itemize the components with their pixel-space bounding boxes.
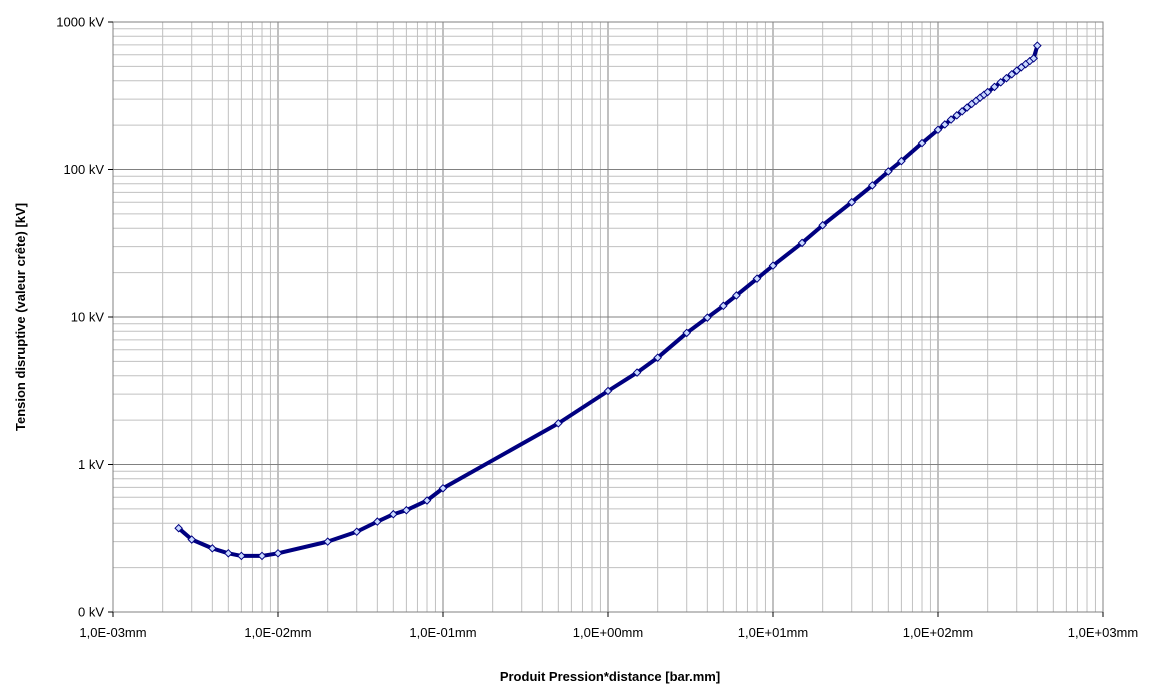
data-point: [768, 261, 778, 270]
data-point: [208, 544, 217, 553]
data-point: [996, 78, 1006, 87]
data-point: [422, 496, 432, 505]
data-point: [719, 301, 728, 311]
data-point: [438, 483, 448, 493]
data-point: [917, 138, 927, 148]
data-point: [554, 419, 563, 428]
x-tick-label: 1,0E+01mm: [738, 625, 808, 640]
data-point: [884, 167, 893, 176]
y-axis-ticks: 0 kV 1 kV 10 kV 100 kV 1000 kV: [56, 15, 113, 620]
data-point: [952, 111, 962, 120]
x-tick-label: 1,0E+00mm: [573, 625, 643, 640]
data-point: [402, 505, 411, 515]
data-point: [983, 87, 992, 97]
data-point: [946, 115, 956, 124]
data-point: [632, 368, 642, 377]
data-point: [847, 197, 857, 207]
data-point: [352, 527, 362, 537]
data-point: [653, 353, 662, 362]
y-axis-title: Tension disruptive (valeur crête) [kV]: [13, 203, 28, 431]
data-point: [752, 274, 762, 283]
series: [174, 41, 1042, 561]
y-tick-label: 1000 kV: [56, 15, 104, 30]
data-point: [273, 548, 283, 558]
data-point: [962, 103, 972, 112]
x-tick-label: 1,0E-01mm: [409, 625, 476, 640]
data-point: [1007, 69, 1017, 79]
data-point: [187, 535, 197, 544]
x-tick-label: 1,0E+02mm: [903, 625, 973, 640]
data-point: [868, 181, 877, 190]
data-point: [237, 551, 246, 561]
data-point: [174, 523, 183, 533]
data-point: [682, 328, 692, 338]
data-point: [818, 220, 827, 230]
y-tick-label: 1 kV: [78, 457, 104, 472]
data-point: [797, 238, 807, 248]
y-tick-label: 100 kV: [64, 162, 105, 177]
data-point: [940, 120, 950, 129]
series-line: [176, 43, 1040, 558]
x-tick-label: 1,0E-02mm: [244, 625, 311, 640]
data-point: [224, 548, 233, 558]
data-point: [1029, 54, 1038, 63]
data-point: [732, 291, 741, 300]
data-point: [1002, 73, 1011, 83]
data-point: [703, 313, 712, 322]
x-tick-label: 1,0E+03mm: [1068, 625, 1138, 640]
data-point: [897, 156, 906, 166]
x-tick-label: 1,0E-03mm: [79, 625, 146, 640]
data-point: [1012, 66, 1022, 75]
data-point: [603, 386, 613, 396]
data-point: [389, 509, 398, 519]
data-point: [990, 82, 999, 92]
data-point: [373, 517, 382, 526]
y-tick-label: 0 kV: [78, 605, 104, 620]
y-tick-label: 10 kV: [71, 310, 105, 325]
x-axis-title: Produit Pression*distance [bar.mm]: [500, 669, 720, 684]
x-axis-ticks: 1,0E-03mm 1,0E-02mm 1,0E-01mm 1,0E+00mm 1,0E…: [79, 612, 1138, 640]
data-point: [933, 125, 943, 135]
grid: [112, 22, 1103, 613]
data-point: [1033, 41, 1042, 50]
data-point: [957, 107, 967, 116]
data-point: [257, 551, 267, 561]
data-point: [323, 537, 332, 546]
